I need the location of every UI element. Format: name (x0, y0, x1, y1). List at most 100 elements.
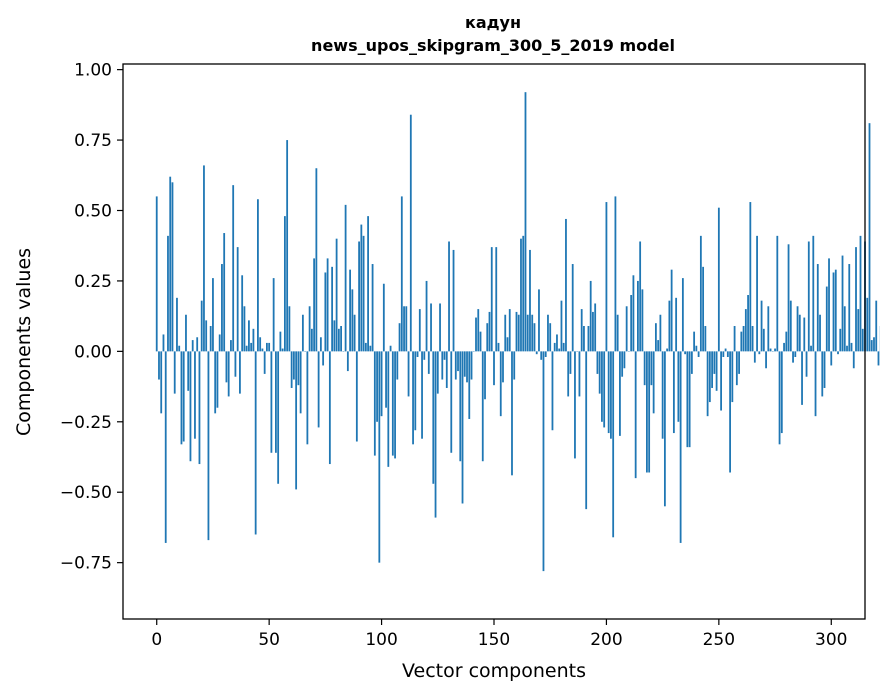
bar-component-100 (380, 351, 383, 417)
bar-component-235 (684, 351, 687, 355)
bar-component-115 (414, 351, 417, 431)
bar-component-106 (394, 351, 396, 459)
y-tick-label: 0.50 (74, 201, 112, 221)
bar-component-308 (848, 264, 851, 352)
bar-component-284 (794, 351, 797, 357)
bar-component-316 (866, 297, 869, 352)
bar-component-293 (814, 351, 817, 417)
bar-component-42 (250, 342, 253, 352)
bar-component-114 (412, 351, 414, 445)
bar-component-26 (214, 351, 217, 414)
y-axis: 1.00 0.75 0.50 0.25 0.00 −0.25 −0.50 −0.75 (60, 61, 123, 574)
bar-component-134 (457, 351, 459, 372)
bar-component-81 (337, 328, 340, 352)
bar-component-245 (706, 351, 709, 417)
bar-component-109 (400, 196, 403, 352)
bar-component-321 (877, 351, 880, 366)
bar-component-209 (625, 306, 628, 352)
bar-component-95 (369, 345, 372, 352)
bar-component-234 (681, 278, 684, 352)
bar-component-287 (801, 351, 803, 405)
bar-component-12 (182, 351, 185, 442)
bar-component-241 (697, 351, 700, 357)
x-tick-label: 50 (258, 630, 280, 650)
bar-component-41 (248, 320, 250, 352)
bar-component-3 (162, 334, 165, 352)
bar-component-65 (301, 314, 304, 352)
bar-component-105 (391, 351, 394, 456)
bar-component-90 (358, 241, 360, 352)
bar-component-312 (857, 309, 860, 352)
bar-component-18 (196, 337, 199, 352)
bar-component-204 (614, 196, 617, 352)
bar-component-103 (387, 351, 390, 467)
bar-component-182 (565, 218, 567, 352)
bar-component-85 (346, 351, 349, 372)
chart-title: кадун (465, 13, 521, 32)
bar-component-31 (225, 351, 228, 383)
bar-component-120 (425, 280, 428, 352)
bar-component-301 (832, 272, 835, 352)
bar-component-218 (646, 351, 648, 473)
bar-component-16 (191, 340, 194, 352)
bar-component-56 (281, 348, 284, 352)
bar-component-179 (558, 348, 561, 352)
bar-component-57 (283, 216, 286, 352)
bar-component-236 (686, 351, 689, 448)
bar-component-128 (443, 351, 446, 360)
bar-component-161 (517, 314, 520, 352)
bar-component-288 (803, 317, 806, 352)
bar-component-309 (850, 342, 853, 352)
bar-component-111 (405, 306, 408, 352)
bar-component-143 (477, 309, 480, 352)
bar-component-101 (382, 283, 385, 352)
bar-component-127 (441, 351, 444, 380)
bar-component-96 (371, 264, 374, 352)
bar-component-5 (167, 235, 169, 352)
bar-component-188 (578, 351, 581, 397)
bar-component-247 (711, 351, 713, 388)
bar-component-46 (259, 337, 262, 352)
bar-component-166 (529, 249, 531, 352)
bar-component-266 (753, 351, 756, 363)
bar-component-74 (322, 351, 325, 366)
bar-component-208 (623, 351, 626, 369)
x-tick-label: 0 (151, 630, 162, 650)
bar-component-88 (353, 314, 356, 352)
bar-component-22 (205, 320, 208, 352)
bar-component-201 (607, 351, 610, 434)
bar-component-72 (317, 351, 320, 428)
bar-component-185 (571, 264, 574, 352)
bar-component-62 (295, 351, 298, 490)
bar-component-294 (816, 264, 819, 352)
bar-component-34 (232, 185, 235, 352)
bar-component-15 (189, 351, 192, 462)
bar-component-229 (670, 269, 673, 352)
bar-component-189 (580, 309, 583, 352)
chart-subtitle: news_upos_skipgram_300_5_2019 model (311, 36, 675, 55)
bar-component-92 (362, 235, 365, 352)
y-tick-label: 0.75 (74, 131, 112, 151)
bar-component-246 (708, 351, 711, 403)
bar-component-291 (810, 345, 812, 352)
y-tick-label: −0.25 (60, 413, 112, 433)
bar-component-1 (158, 351, 160, 380)
bar-component-47 (261, 348, 264, 352)
bar-component-273 (769, 348, 772, 352)
bar-component-244 (704, 326, 707, 352)
bar-component-44 (254, 351, 257, 535)
bar-component-77 (328, 351, 331, 465)
bar-component-89 (355, 351, 358, 442)
bar-component-280 (785, 331, 788, 352)
bar-component-239 (693, 331, 696, 352)
bar-component-175 (549, 323, 552, 352)
bar-component-58 (286, 140, 289, 352)
bar-component-84 (344, 204, 347, 352)
bar-component-162 (520, 238, 522, 352)
bar-component-27 (216, 351, 219, 408)
bar-component-40 (245, 345, 248, 352)
bar-component-24 (209, 326, 212, 352)
bar-component-286 (798, 314, 801, 352)
bar-component-137 (463, 351, 466, 377)
bar-component-122 (430, 303, 432, 352)
